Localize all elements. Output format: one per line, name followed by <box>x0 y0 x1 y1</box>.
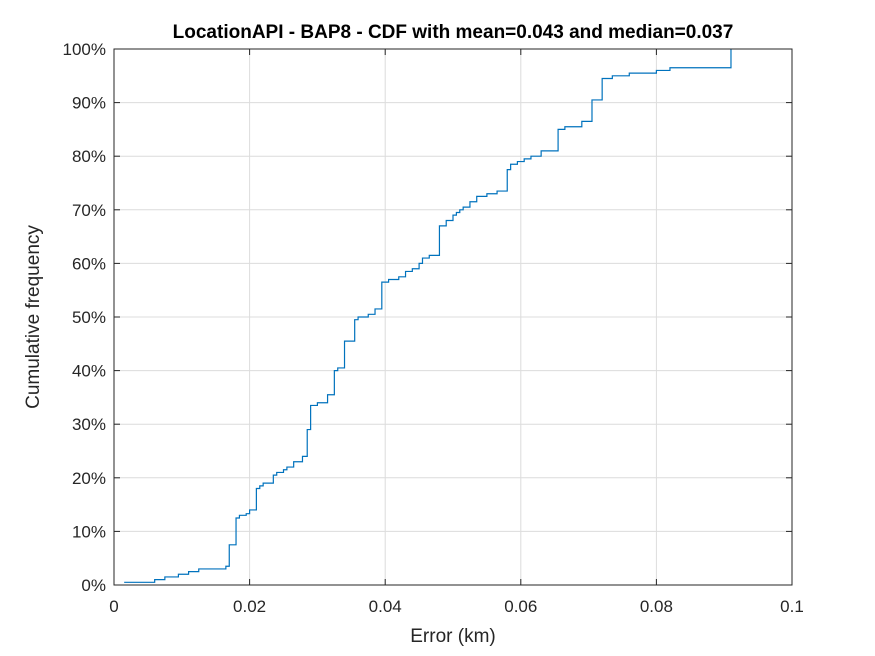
y-tick-label: 30% <box>72 415 106 434</box>
y-tick-label: 100% <box>63 40 106 59</box>
cdf-line <box>124 49 732 583</box>
y-tick-label: 60% <box>72 254 106 273</box>
y-tick-label: 70% <box>72 201 106 220</box>
y-tick-label: 50% <box>72 308 106 327</box>
y-tick-labels: 0% 10% 20% 30% 40% 50% 60% 70% 80% 90% 100% <box>63 40 106 595</box>
y-tick-label: 20% <box>72 469 106 488</box>
chart-title: LocationAPI - BAP8 - CDF with mean=0.043… <box>173 22 734 43</box>
x-tick-label: 0.1 <box>780 597 804 616</box>
x-tick-label: 0.02 <box>233 597 266 616</box>
y-tick-label: 40% <box>72 362 106 381</box>
x-tick-label: 0.06 <box>504 597 537 616</box>
tick-marks <box>113 48 793 586</box>
data-series <box>124 49 732 583</box>
grid-lines <box>114 49 792 585</box>
y-tick-label: 0% <box>81 576 106 595</box>
y-axis-label: Cumulative frequency <box>23 225 44 409</box>
x-tick-label: 0 <box>109 597 118 616</box>
x-tick-label: 0.04 <box>369 597 402 616</box>
y-tick-label: 90% <box>72 94 106 113</box>
y-tick-label: 10% <box>72 522 106 541</box>
x-tick-label: 0.08 <box>640 597 673 616</box>
x-axis-label: Error (km) <box>410 626 495 647</box>
x-tick-labels: 0 0.02 0.04 0.06 0.08 0.1 <box>109 597 804 616</box>
y-tick-label: 80% <box>72 147 106 166</box>
